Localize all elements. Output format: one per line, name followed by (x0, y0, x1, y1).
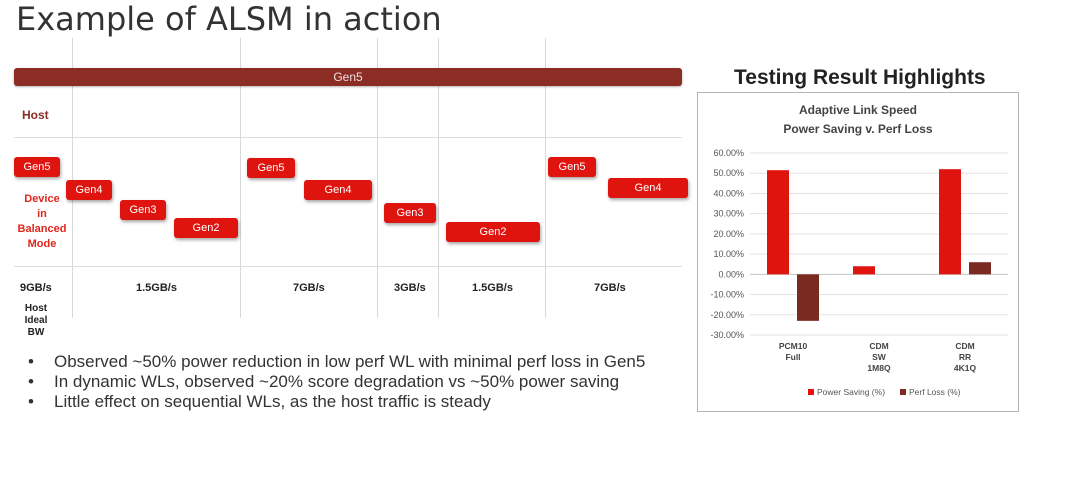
link-speed-chip: Gen3 (120, 200, 166, 220)
timeline-divider (72, 38, 73, 318)
y-tick-label: 30.00% (713, 209, 744, 219)
results-chart: Adaptive Link Speed Power Saving v. Perf… (697, 92, 1019, 412)
link-speed-chip: Gen4 (608, 178, 688, 198)
bandwidth-value: 1.5GB/s (136, 282, 177, 294)
x-category-label: CDM (955, 341, 974, 351)
host-gen5-bar: Gen5 (14, 68, 682, 86)
device-balanced-mode-label: Device in Balanced Mode (17, 193, 67, 250)
results-heading: Testing Result Highlights (734, 66, 986, 89)
y-tick-label: 60.00% (713, 148, 744, 158)
observation-bullet: Little effect on sequential WLs, as the … (28, 392, 678, 412)
bandwidth-value: 7GB/s (594, 282, 626, 294)
observations-list: Observed ~50% power reduction in low per… (28, 352, 678, 412)
x-category-label: CDM (869, 341, 888, 351)
bar-perf-loss (797, 274, 819, 321)
y-tick-label: -20.00% (710, 310, 744, 320)
slide-title: Example of ALSM in action (16, 0, 442, 38)
link-speed-chip: Gen4 (66, 180, 112, 200)
observation-bullet: In dynamic WLs, observed ~20% score degr… (28, 372, 678, 392)
link-speed-chip: Gen3 (384, 203, 436, 223)
x-category-label: Full (785, 352, 800, 362)
timeline-divider (545, 38, 546, 318)
link-speed-chip: Gen2 (174, 218, 238, 238)
bandwidth-value: 3GB/s (394, 282, 426, 294)
legend-label: Perf Loss (%) (909, 387, 961, 397)
x-category-label: SW (872, 352, 887, 362)
legend-swatch (808, 389, 814, 395)
y-tick-label: 0.00% (718, 269, 744, 279)
bandwidth-value: 1.5GB/s (472, 282, 513, 294)
legend-swatch (900, 389, 906, 395)
link-speed-chip: Gen2 (446, 222, 540, 242)
bandwidth-value: 9GB/s (20, 282, 52, 294)
link-speed-chip: Gen5 (247, 158, 295, 178)
y-tick-label: 20.00% (713, 229, 744, 239)
x-category-label: 4K1Q (954, 363, 977, 373)
x-category-label: PCM10 (779, 341, 808, 351)
y-tick-label: 50.00% (713, 168, 744, 178)
x-category-label: 1M8Q (867, 363, 891, 373)
link-speed-chip: Gen5 (548, 157, 596, 177)
timeline-divider (377, 38, 378, 318)
host-ideal-bw-label: Host Ideal BW (24, 303, 48, 338)
timeline-divider (438, 38, 439, 318)
chart-subtitle: Power Saving v. Perf Loss (783, 122, 933, 136)
y-tick-label: 40.00% (713, 188, 744, 198)
timeline-row-divider (14, 266, 682, 267)
y-tick-label: 10.00% (713, 249, 744, 259)
bar-power-saving (939, 169, 961, 275)
link-speed-chip: Gen5 (14, 157, 60, 177)
legend-label: Power Saving (%) (817, 387, 885, 397)
bar-perf-loss (969, 262, 991, 275)
timeline-row-divider (14, 137, 682, 138)
bar-power-saving (767, 170, 789, 275)
chart-title: Adaptive Link Speed (798, 103, 918, 117)
chart-plot: 60.00% 50.00% 40.00% 30.00% 20.00% 10.00% 0.00… (710, 148, 1008, 397)
y-tick-label: -30.00% (710, 330, 744, 340)
x-category-label: RR (959, 352, 971, 362)
host-label: Host (22, 108, 49, 122)
bandwidth-value: 7GB/s (293, 282, 325, 294)
bar-power-saving (853, 266, 875, 275)
timeline-divider (240, 38, 241, 318)
link-speed-chip: Gen4 (304, 180, 372, 200)
y-tick-label: -10.00% (710, 290, 744, 300)
observation-bullet: Observed ~50% power reduction in low per… (28, 352, 678, 372)
